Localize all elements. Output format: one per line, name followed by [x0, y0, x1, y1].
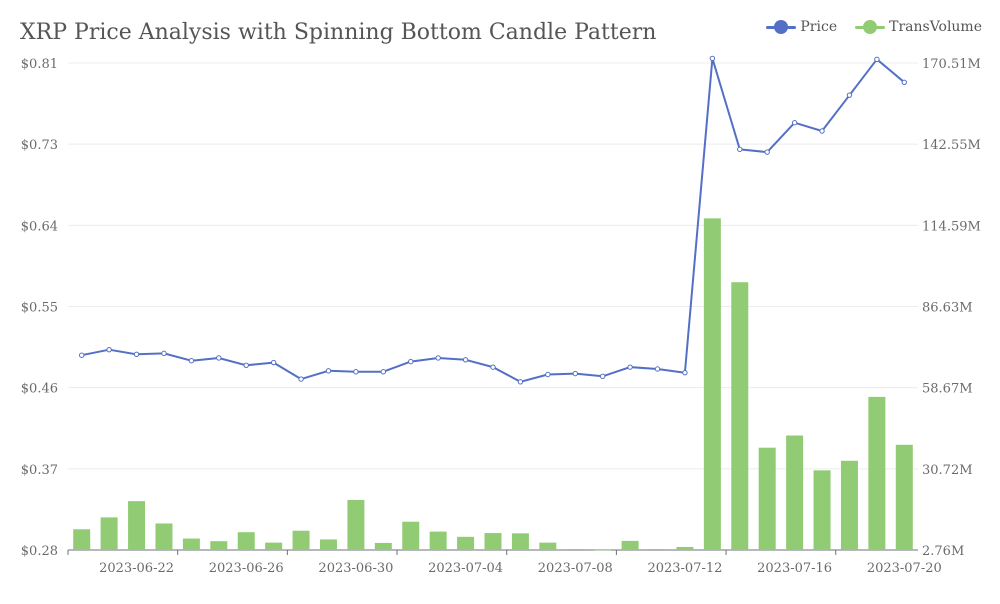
y-left-tick-label: $0.46	[21, 382, 58, 397]
x-tick-label: 2023-07-04	[428, 561, 503, 576]
legend: Price TransVolume	[766, 19, 982, 35]
price-point	[764, 149, 770, 155]
legend-swatch-transvolume	[855, 20, 886, 34]
volume-bar	[429, 531, 447, 550]
price-point	[572, 370, 578, 377]
y-right-tick-label: 142.55M	[922, 138, 981, 153]
price-point	[819, 128, 825, 134]
volume-bar	[786, 435, 804, 550]
price-point	[791, 120, 798, 126]
volume-bar	[868, 396, 886, 550]
price-point	[709, 55, 716, 62]
volume-bar	[319, 539, 337, 550]
legend-label-transvolume: TransVolume	[889, 19, 982, 35]
price-point	[901, 79, 907, 85]
price-point	[270, 359, 277, 366]
price-point	[380, 369, 387, 375]
y-left-tick-label: $0.28	[21, 544, 58, 559]
volume-bar	[73, 529, 91, 550]
legend-swatch-dot	[863, 20, 878, 34]
volume-bar	[703, 218, 721, 550]
price-point	[737, 146, 743, 153]
price-point	[133, 351, 140, 357]
y-right-tick-label: 86.63M	[922, 301, 973, 316]
x-tick-label: 2023-07-08	[538, 561, 613, 576]
price-point	[846, 92, 853, 98]
price-point	[325, 368, 332, 374]
price-point	[462, 357, 469, 363]
y-right-tick-label: 114.59M	[922, 219, 981, 234]
volume-bar	[100, 517, 118, 550]
price-point	[627, 364, 633, 370]
x-tick-label: 2023-07-16	[757, 561, 832, 576]
volume-bar	[895, 444, 913, 550]
price-point	[682, 369, 688, 376]
x-tick-label: 2023-07-20	[867, 561, 942, 576]
price-point	[599, 373, 606, 380]
volume-bar	[457, 536, 475, 550]
volume-bar	[484, 533, 502, 550]
x-tick-label: 2023-06-30	[318, 561, 393, 576]
price-point	[353, 369, 359, 375]
volume-bar	[237, 532, 255, 550]
x-tick-label: 2023-06-26	[209, 561, 284, 576]
volume-bar	[292, 530, 310, 550]
price-point	[298, 376, 304, 382]
price-point	[435, 355, 441, 361]
price-point	[874, 56, 880, 63]
volume-bar	[813, 470, 831, 550]
legend-label-price: Price	[800, 19, 838, 35]
y-left-tick-label: $0.73	[21, 138, 58, 153]
volume-bar	[594, 549, 612, 551]
y-right-tick-label: 30.72M	[922, 463, 973, 478]
volume-bar	[155, 523, 173, 550]
volume-bar	[676, 546, 694, 550]
legend-item-transvolume[interactable]: TransVolume	[855, 19, 982, 35]
price-point	[243, 362, 249, 369]
volume-bar	[566, 549, 584, 550]
y-left-tick-label: $0.55	[21, 301, 58, 316]
price-point	[545, 371, 551, 378]
x-tick-label: 2023-06-22	[99, 561, 174, 576]
price-point	[79, 352, 85, 358]
price-point	[106, 346, 112, 353]
volume-bar	[621, 540, 639, 550]
volume-bar	[649, 549, 667, 550]
price-point	[654, 366, 661, 372]
price-point	[161, 350, 167, 357]
x-tick-label: 2023-07-12	[647, 561, 722, 576]
y-right-tick-label: 2.76M	[922, 544, 964, 559]
volume-bar	[265, 542, 283, 550]
volume-bar	[511, 533, 529, 550]
price-line	[81, 57, 905, 383]
volume-bar	[402, 521, 420, 550]
volume-bar	[374, 542, 392, 550]
volume-bar	[840, 460, 858, 550]
volume-bar	[128, 501, 146, 550]
price-point	[216, 355, 222, 361]
legend-swatch-price	[766, 20, 797, 34]
chart-title: XRP Price Analysis with Spinning Bottom …	[20, 20, 657, 45]
y-right-tick-label: 170.51M	[922, 57, 981, 72]
y-right-tick-label: 58.67M	[922, 382, 973, 397]
volume-bar	[210, 541, 228, 550]
price-point	[517, 379, 524, 385]
y-left-tick-label: $0.37	[21, 463, 58, 478]
volume-bar	[182, 538, 200, 550]
y-left-tick-label: $0.64	[21, 219, 58, 234]
volume-bar	[347, 499, 365, 550]
price-point	[188, 358, 195, 364]
price-point	[490, 364, 496, 370]
volume-bar	[731, 282, 749, 550]
y-left-tick-label: $0.81	[21, 57, 58, 72]
legend-swatch-dot	[774, 20, 789, 34]
volume-bar	[539, 542, 557, 550]
volume-bar	[758, 447, 776, 550]
legend-item-price[interactable]: Price	[766, 19, 837, 35]
price-point	[408, 358, 414, 365]
